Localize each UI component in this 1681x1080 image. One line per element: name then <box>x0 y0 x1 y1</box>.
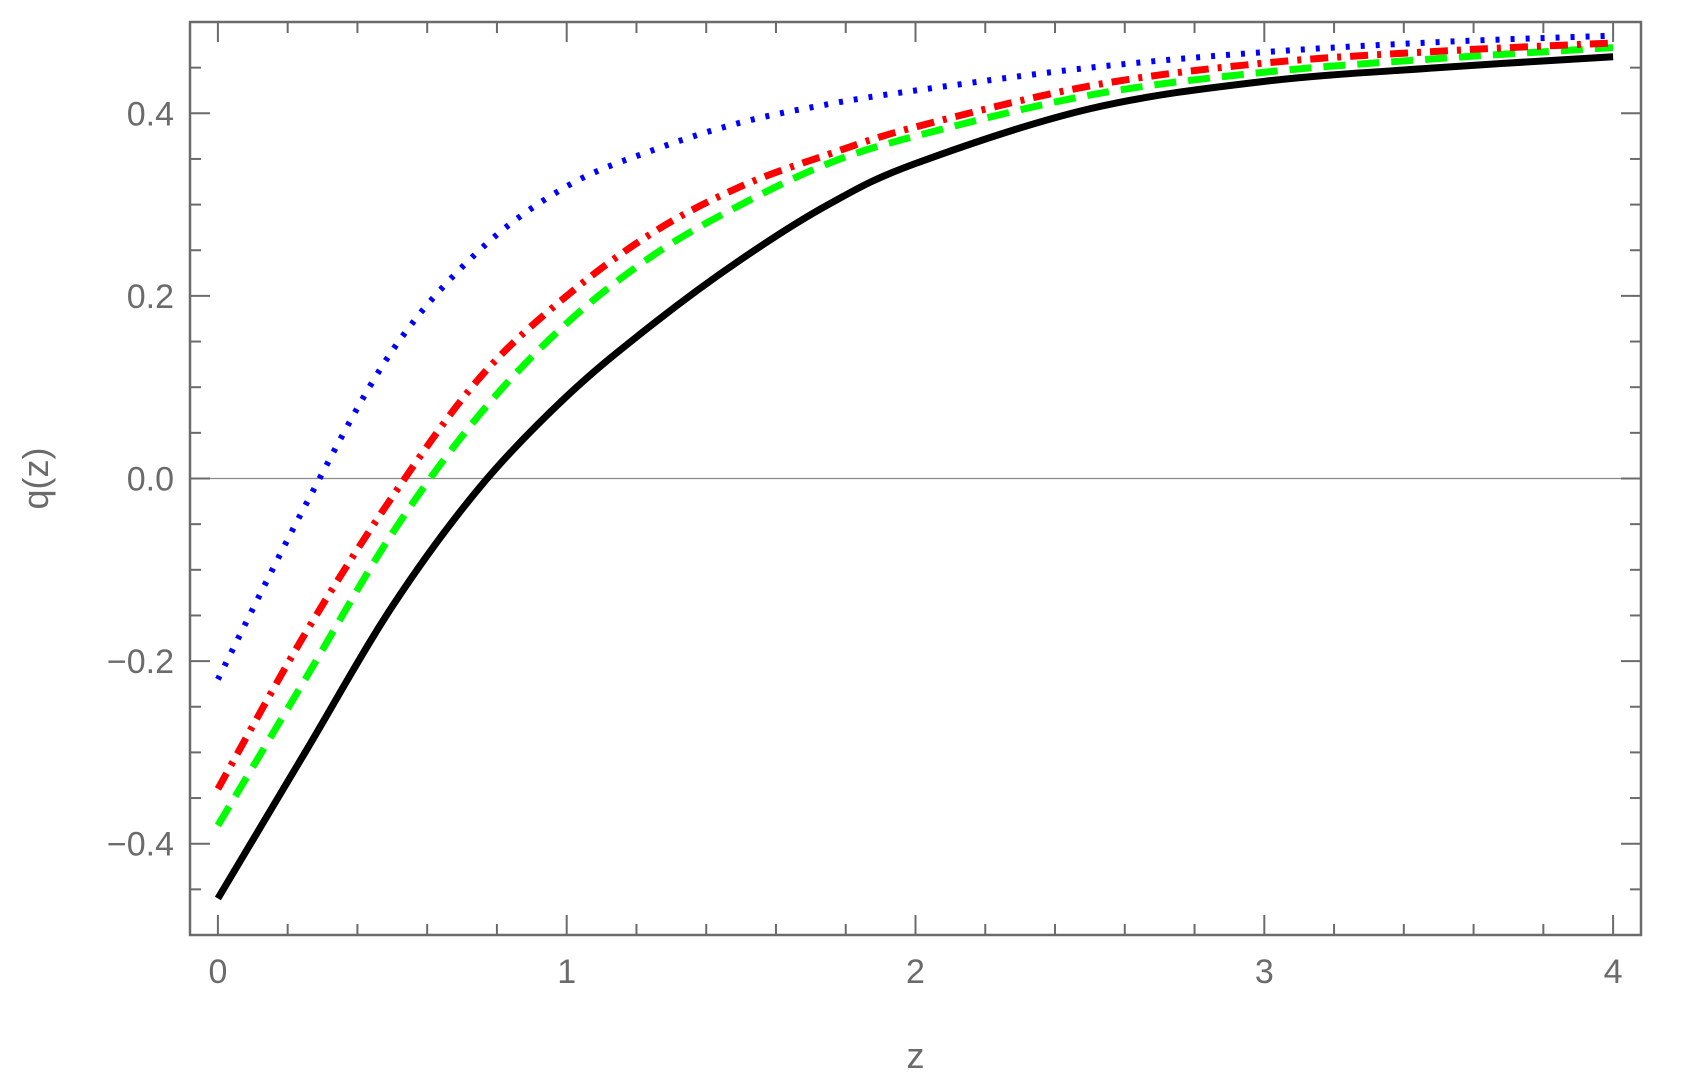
series-line-dashdot <box>214 39 1614 791</box>
series-line-dotted <box>215 32 1614 681</box>
x-tick-label: 4 <box>1604 953 1623 991</box>
y-tick-label: −0.4 <box>107 826 174 864</box>
y-axis-label: q(z) <box>15 448 56 510</box>
tick-labels: 0 1 2 3 4 −0.4 −0.2 0.0 0.2 0.4 <box>107 95 1623 991</box>
x-tick-label: 3 <box>1255 953 1274 991</box>
x-tick-label: 1 <box>557 953 576 991</box>
series-line-dashed <box>214 44 1614 828</box>
y-tick-label: 0.0 <box>127 461 174 499</box>
x-tick-label: 0 <box>208 953 227 991</box>
x-tick-label: 2 <box>906 953 925 991</box>
y-tick-label: 0.4 <box>127 95 174 133</box>
plot-frame <box>188 20 1643 937</box>
x-axis-label: z <box>907 1035 925 1076</box>
series-lines <box>214 32 1614 901</box>
y-tick-label: −0.2 <box>107 643 174 681</box>
series-line-solid <box>214 53 1614 901</box>
y-tick-label: 0.2 <box>127 278 174 316</box>
